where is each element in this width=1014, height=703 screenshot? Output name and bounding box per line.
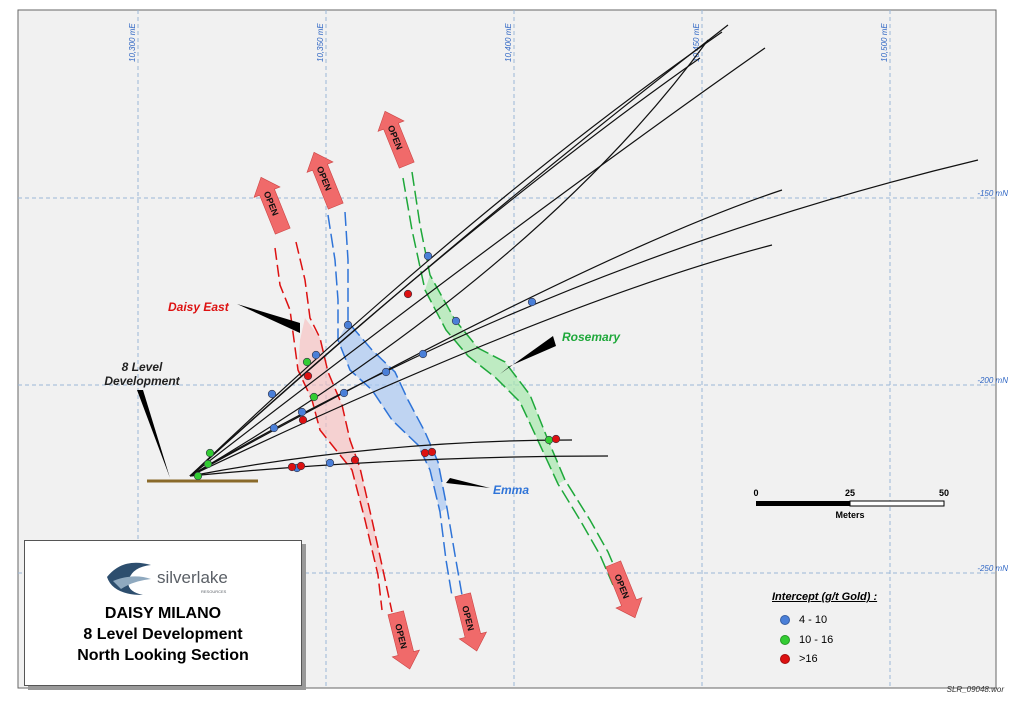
intercept-dots <box>193 251 561 481</box>
callout-pointers <box>137 304 556 488</box>
rosemary-label: Rosemary <box>562 330 621 344</box>
daisy-east-label: Daisy East <box>168 300 230 314</box>
title-line-2: 8 Level Development <box>83 626 243 643</box>
emma-pointer <box>446 478 490 488</box>
northing-label-250: -250 mN <box>977 564 1008 573</box>
daisy-east-pointer <box>237 304 300 333</box>
scale-tick-0: 0 <box>753 488 758 498</box>
emma-lode <box>327 211 463 597</box>
red-dot-icon <box>780 654 790 664</box>
easting-label-10350: 10,350 mE <box>316 23 325 62</box>
blue-dot-icon <box>780 615 790 625</box>
daisy-east-lode <box>274 241 393 613</box>
title-line-1: DAISY MILANO <box>104 605 222 622</box>
title-block: silverlake RESOURCES DAISY MILANO 8 Leve… <box>24 540 302 686</box>
legend-item-high: >16 <box>780 653 818 665</box>
open-arrow-daisy-east-up: OPEN <box>253 176 291 235</box>
logo-text: silverlake <box>157 568 228 587</box>
open-arrow-rosemary-up: OPEN <box>377 110 415 169</box>
scale-bar: 0 25 50 Meters <box>753 488 949 520</box>
development-label-line1: 8 Level <box>122 360 163 374</box>
scale-tick-50: 50 <box>939 488 949 498</box>
legend-item-label: 4 - 10 <box>799 614 828 626</box>
rosemary-pointer <box>500 336 556 374</box>
green-dot-icon <box>780 635 790 645</box>
easting-label-10500: 10,500 mE <box>880 23 889 62</box>
legend-item-low: 4 - 10 <box>780 614 827 626</box>
open-arrow-daisy-east-down: OPEN <box>387 610 421 670</box>
scale-tick-25: 25 <box>845 488 855 498</box>
development-label-line2: Development <box>104 374 180 388</box>
development-pointer <box>137 390 170 478</box>
easting-label-10450: 10,450 mE <box>692 23 701 62</box>
legend-item-label: 10 - 16 <box>799 634 834 646</box>
emma-label: Emma <box>493 483 529 497</box>
easting-label-10300: 10,300 mE <box>128 23 137 62</box>
file-reference: SLR_09048.wor <box>946 685 1004 694</box>
open-arrow-rosemary-down: OPEN <box>605 560 643 619</box>
legend-item-mid: 10 - 16 <box>780 634 833 646</box>
open-arrow-emma-down: OPEN <box>454 592 488 652</box>
silverlake-logo: silverlake RESOURCES <box>107 562 228 595</box>
legend-item-label: >16 <box>799 653 818 665</box>
open-arrow-emma-up: OPEN <box>306 151 344 210</box>
northing-label-150: -150 mN <box>977 189 1008 198</box>
northing-label-200: -200 mN <box>977 376 1008 385</box>
drill-holes <box>189 24 979 477</box>
easting-label-10400: 10,400 mE <box>504 23 513 62</box>
legend-title: Intercept (g/t Gold) : <box>772 591 878 603</box>
scale-unit: Meters <box>835 510 864 520</box>
logo-subtext: RESOURCES <box>201 589 227 594</box>
title-line-3: North Looking Section <box>77 647 249 664</box>
